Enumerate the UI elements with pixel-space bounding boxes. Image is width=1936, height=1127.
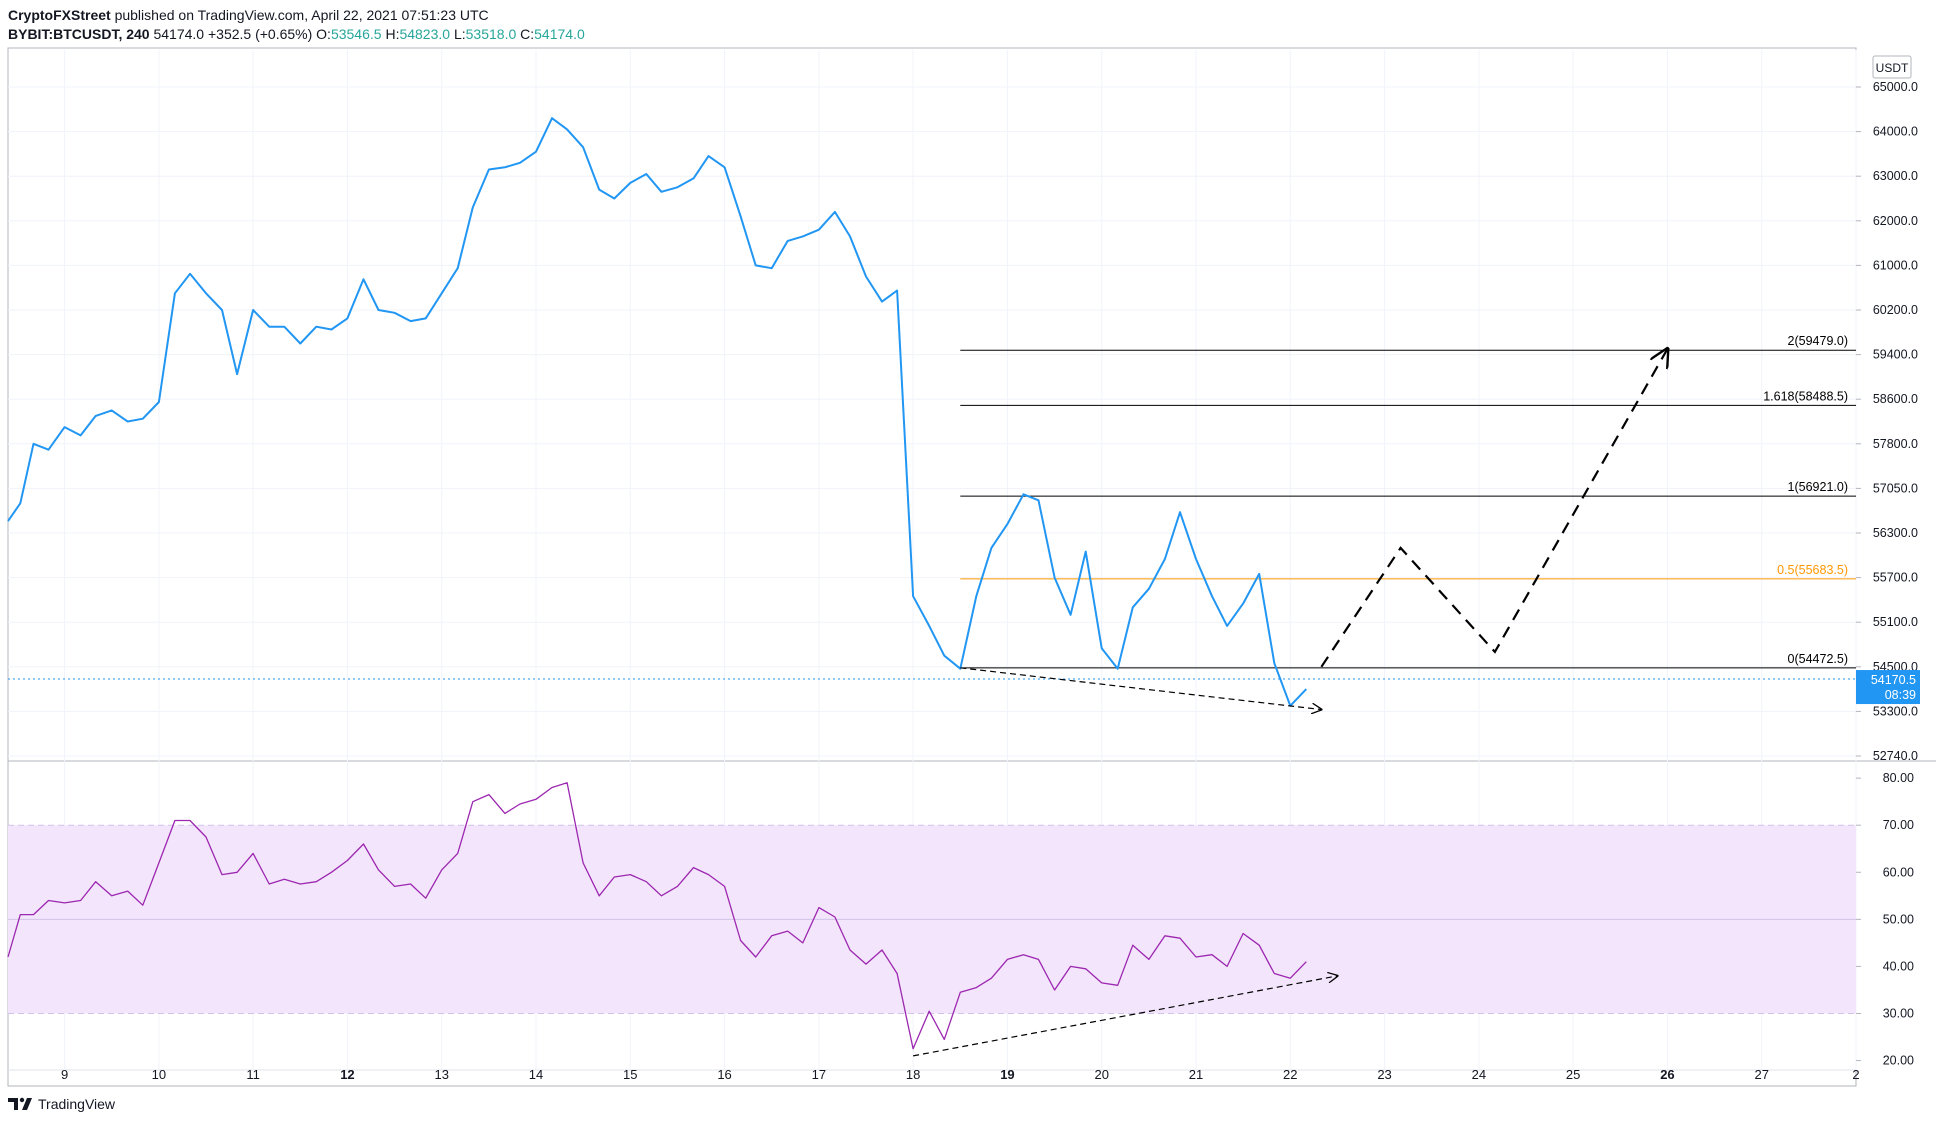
- low-value: 53518.0: [465, 26, 517, 42]
- x-tick-label: 24: [1472, 1067, 1486, 1082]
- x-tick-label: 2: [1852, 1067, 1859, 1082]
- rsi-y-tick-label: 40.00: [1883, 959, 1914, 973]
- publish-line: CryptoFXStreet published on TradingView.…: [8, 6, 585, 25]
- open-label: O:: [316, 26, 331, 42]
- price-change: +352.5 (+0.65%): [207, 26, 313, 42]
- price-y-tick-label: 63000.0: [1873, 169, 1918, 183]
- price-y-tick-label: 57050.0: [1873, 481, 1918, 495]
- rsi-y-tick-label: 20.00: [1883, 1054, 1914, 1068]
- x-tick-label: 20: [1094, 1067, 1108, 1082]
- price-y-tick-label: 56300.0: [1873, 526, 1918, 540]
- price-y-tick-label: 61000.0: [1873, 258, 1918, 272]
- x-tick-label: 9: [61, 1067, 68, 1082]
- high-value: 54823.0: [399, 26, 451, 42]
- open-value: 53546.5: [330, 26, 382, 42]
- ohlc-line: BYBIT:BTCUSDT, 240 54174.0 +352.5 (+0.65…: [8, 25, 585, 44]
- x-tick-label: 21: [1189, 1067, 1203, 1082]
- price-y-tick-label: 57800.0: [1873, 437, 1918, 451]
- price-y-tick-label: 55100.0: [1873, 615, 1918, 629]
- chart-header: CryptoFXStreet published on TradingView.…: [8, 6, 585, 44]
- price-y-tick-label: 64000.0: [1873, 125, 1918, 139]
- current-price-label: 54170.5: [1871, 673, 1916, 687]
- price-divergence-trendline: [960, 667, 1321, 710]
- fib-level-label: 2(59479.0): [1788, 334, 1848, 348]
- last-price: 54174.0: [153, 26, 205, 42]
- rsi-y-tick-label: 80.00: [1883, 771, 1914, 785]
- projection-path: [1320, 349, 1667, 668]
- low-label: L:: [453, 26, 466, 42]
- rsi-y-tick-label: 60.00: [1883, 865, 1914, 879]
- publisher-name[interactable]: CryptoFXStreet: [8, 7, 111, 23]
- rsi-y-tick-label: 30.00: [1883, 1007, 1914, 1021]
- x-tick-label: 23: [1377, 1067, 1391, 1082]
- x-tick-label: 18: [906, 1067, 920, 1082]
- x-tick-label: 22: [1283, 1067, 1297, 1082]
- tradingview-logo-icon[interactable]: [8, 1096, 34, 1112]
- price-y-tick-label: 58600.0: [1873, 392, 1918, 406]
- close-value: 54174.0: [534, 26, 585, 42]
- currency-label: USDT: [1876, 61, 1909, 75]
- x-tick-label: 15: [623, 1067, 637, 1082]
- fib-level-label: 0(54472.5): [1788, 652, 1848, 666]
- price-y-tick-label: 53300.0: [1873, 704, 1918, 718]
- x-tick-label: 19: [1000, 1067, 1014, 1082]
- price-y-tick-label: 59400.0: [1873, 348, 1918, 362]
- rsi-y-tick-label: 50.00: [1883, 912, 1914, 926]
- rsi-y-tick-label: 70.00: [1883, 818, 1914, 832]
- price-y-tick-label: 55700.0: [1873, 571, 1918, 585]
- current-price-timer: 08:39: [1885, 688, 1916, 702]
- current-price-tag: [1856, 670, 1920, 705]
- rsi-series-line: [7, 782, 1307, 1050]
- x-tick-label: 12: [340, 1067, 354, 1082]
- price-series-line: [7, 117, 1308, 707]
- footer: TradingView: [8, 1096, 115, 1112]
- price-y-tick-label: 65000.0: [1873, 80, 1918, 94]
- x-tick-label: 27: [1754, 1067, 1768, 1082]
- x-tick-label: 13: [434, 1067, 448, 1082]
- fib-level-label: 0.5(55683.5): [1777, 563, 1848, 577]
- price-y-tick-label: 62000.0: [1873, 214, 1918, 228]
- high-label: H:: [385, 26, 400, 42]
- x-tick-label: 25: [1566, 1067, 1580, 1082]
- price-y-tick-label: 52740.0: [1873, 749, 1918, 763]
- price-y-tick-label: 60200.0: [1873, 303, 1918, 317]
- x-tick-label: 26: [1660, 1067, 1674, 1082]
- rsi-divergence-trendline: [913, 976, 1337, 1057]
- symbol-label[interactable]: BYBIT:BTCUSDT, 240: [8, 26, 150, 42]
- x-tick-label: 11: [246, 1067, 260, 1082]
- x-tick-label: 17: [812, 1067, 826, 1082]
- x-tick-label: 14: [529, 1067, 543, 1082]
- x-tick-label: 10: [152, 1067, 166, 1082]
- footer-brand[interactable]: TradingView: [38, 1096, 116, 1112]
- close-label: C:: [520, 26, 535, 42]
- fib-level-label: 1.618(58488.5): [1763, 389, 1848, 403]
- x-tick-label: 16: [717, 1067, 731, 1082]
- published-text: published on TradingView.com, April 22, …: [114, 7, 489, 23]
- fib-level-label: 1(56921.0): [1788, 480, 1848, 494]
- currency-box: [1872, 55, 1912, 79]
